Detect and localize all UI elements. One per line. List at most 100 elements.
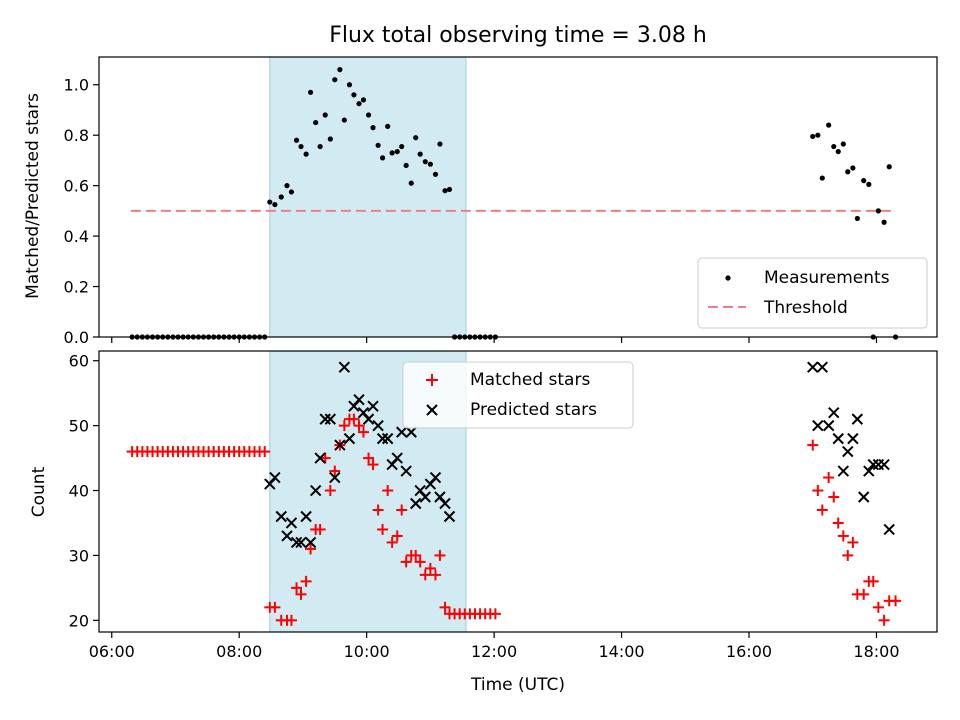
predicted-star-point	[334, 439, 346, 451]
matched-star-point	[382, 485, 394, 497]
matched-star-point	[828, 491, 840, 503]
matched-star-point	[348, 413, 360, 425]
y-tick-label: 60	[69, 352, 89, 371]
predicted-star-point	[867, 458, 879, 471]
matched-star-point	[867, 575, 879, 587]
measurement-point	[442, 188, 448, 194]
predicted-star-point	[391, 452, 403, 464]
x-tick-label: 08:00	[216, 642, 262, 661]
measurement-point	[427, 161, 433, 167]
measurement-point	[284, 183, 290, 189]
matched-star-point	[807, 439, 819, 451]
bottom-axes-frame	[98, 350, 938, 633]
predicted-star-point	[362, 413, 375, 425]
x-tick-label: 18:00	[853, 642, 899, 661]
measurement-point	[394, 148, 400, 155]
y-tick-label: 0.0	[64, 328, 89, 347]
top-y-axis: 0.0 0.2 0.4 0.6 0.8 1.0	[64, 76, 99, 347]
measurement-point	[293, 137, 300, 143]
predicted-star-point	[847, 432, 859, 445]
predicted-star-point	[832, 432, 844, 445]
matched-star-point	[269, 601, 281, 613]
legend-matched-label: Matched stars	[470, 370, 590, 390]
y-tick-label: 40	[69, 482, 89, 501]
measurement-point	[272, 201, 278, 208]
measurement-point	[341, 117, 347, 123]
top-observing-window	[269, 56, 467, 338]
predicted-star-point	[419, 491, 431, 503]
measurement-point	[417, 151, 423, 157]
measurement-point	[360, 97, 367, 103]
matched-star-point	[377, 523, 389, 535]
matched-star-point	[816, 504, 828, 516]
y-tick-label: 0.8	[64, 126, 89, 145]
top-legend-box	[697, 257, 928, 329]
matched-star-point	[386, 536, 398, 548]
matched-star-point	[410, 549, 422, 561]
measurement-point	[307, 89, 314, 95]
predicted-star-point	[329, 471, 341, 484]
measurement-point	[422, 159, 428, 165]
measurement-point	[840, 141, 846, 147]
matched-star-point	[823, 472, 835, 484]
matched-star-point	[439, 601, 451, 613]
predicted-star-point	[372, 419, 384, 432]
measurement-point	[267, 199, 273, 205]
predicted-star-point	[309, 484, 322, 497]
predicted-star-point	[429, 471, 442, 484]
measurement-point	[346, 82, 353, 88]
predicted-star-point	[858, 491, 870, 503]
matched-star-point	[314, 523, 326, 535]
measurement-point	[826, 122, 832, 128]
matched-star-point	[837, 530, 849, 542]
matched-star-point	[353, 420, 365, 432]
x-tick-label: 14:00	[599, 642, 645, 661]
matched-star-point	[842, 549, 854, 561]
predicted-star-point	[822, 419, 835, 432]
x-tick-label: 10:00	[344, 642, 390, 661]
matched-star-point	[419, 569, 431, 581]
measurement-point	[327, 136, 333, 142]
measurement-point	[866, 181, 872, 187]
matched-star-point	[812, 485, 824, 497]
measurement-point	[356, 101, 362, 107]
predicted-star-point	[883, 523, 895, 536]
measurement-point	[303, 151, 309, 157]
predicted-star-point	[304, 536, 317, 549]
measurement-point	[850, 165, 856, 171]
predicted-star-point	[405, 426, 417, 438]
matched-star-point	[858, 588, 870, 600]
measurement-point	[370, 125, 376, 131]
predicted-stars-points	[264, 361, 895, 549]
x-tick-label: 06:00	[89, 642, 135, 661]
matched-star-point	[285, 614, 297, 626]
predicted-star-point	[878, 458, 890, 471]
matched-star-point	[338, 420, 350, 432]
y-tick-label: 20	[69, 611, 89, 630]
measurement-point	[413, 135, 419, 141]
measurement-point	[322, 112, 328, 118]
predicted-star-point	[400, 465, 412, 477]
legend-predicted-label: Predicted stars	[470, 400, 597, 420]
predicted-star-point	[842, 445, 854, 458]
measurement-point	[332, 77, 338, 83]
matched-star-point	[291, 582, 303, 594]
predicted-star-point	[807, 361, 819, 373]
legend-measurements-marker	[725, 275, 731, 281]
legend-measurements-label: Measurements	[764, 268, 890, 288]
y-tick-label: 0.6	[64, 177, 89, 196]
measurement-point	[337, 67, 343, 73]
matched-star-point	[489, 608, 501, 620]
matched-star-point	[429, 569, 441, 581]
bottom-legend: Matched stars Predicted stars	[402, 361, 634, 429]
measurement-point	[385, 123, 391, 129]
matched-star-point	[400, 556, 412, 568]
predicted-star-point	[314, 452, 326, 464]
measurement-point	[446, 186, 453, 193]
matched-star-point	[396, 504, 408, 516]
matched-star-point	[259, 446, 271, 458]
matched-star-point	[890, 595, 902, 607]
matched-star-point	[424, 562, 436, 574]
legend-matched-marker	[426, 374, 438, 386]
measurement-point	[845, 169, 851, 175]
